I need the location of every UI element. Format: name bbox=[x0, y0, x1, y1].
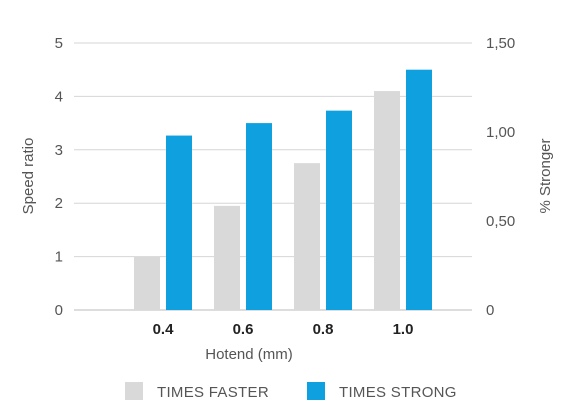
y2-tick-label: 0,50 bbox=[486, 213, 515, 230]
x-tick-label: 1.0 bbox=[393, 321, 414, 338]
y2-tick-label: 1,50 bbox=[486, 35, 515, 52]
x-tick-label: 0.8 bbox=[313, 321, 334, 338]
bar-times-faster-0.6 bbox=[214, 205, 240, 310]
bars bbox=[134, 69, 432, 310]
y-tick-label: 4 bbox=[55, 88, 63, 105]
x-axis-label: Hotend (mm) bbox=[205, 346, 293, 363]
left-axis-ticks: 0 1 2 3 4 5 bbox=[55, 35, 63, 319]
bar-times-faster-0.4 bbox=[134, 256, 160, 310]
right-axis-ticks: 0 0,50 1,00 1,50 bbox=[486, 35, 515, 319]
legend-swatch bbox=[125, 382, 143, 400]
legend: TIMES FASTER TIMES STRONG bbox=[125, 382, 457, 401]
y-tick-label: 2 bbox=[55, 195, 63, 212]
category-labels: 0.4 0.6 0.8 1.0 bbox=[153, 321, 414, 338]
legend-label: TIMES STRONG bbox=[339, 384, 457, 401]
bar-times-faster-1.0 bbox=[374, 91, 400, 310]
bar-times-strong-0.8 bbox=[326, 110, 352, 310]
bar-times-strong-1.0 bbox=[406, 69, 432, 310]
y2-axis-label: % Stronger bbox=[537, 138, 554, 213]
y2-tick-label: 1,00 bbox=[486, 124, 515, 141]
legend-swatch bbox=[307, 382, 325, 400]
y-tick-label: 1 bbox=[55, 249, 63, 266]
bar-times-faster-0.8 bbox=[294, 163, 320, 310]
bar-times-strong-0.4 bbox=[166, 135, 192, 310]
y2-tick-label: 0 bbox=[486, 302, 494, 319]
y-axis-label: Speed ratio bbox=[20, 138, 37, 215]
legend-label: TIMES FASTER bbox=[157, 384, 269, 401]
x-tick-label: 0.6 bbox=[233, 321, 254, 338]
bar-times-strong-0.6 bbox=[246, 123, 272, 310]
y-tick-label: 5 bbox=[55, 35, 63, 52]
y-tick-label: 0 bbox=[55, 302, 63, 319]
y-tick-label: 3 bbox=[55, 142, 63, 159]
x-tick-label: 0.4 bbox=[153, 321, 175, 338]
